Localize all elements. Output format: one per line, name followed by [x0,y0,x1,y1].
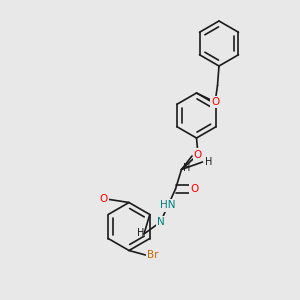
Text: O: O [100,194,108,205]
Text: H: H [183,163,190,173]
Text: H: H [137,227,144,238]
Text: Br: Br [147,250,158,260]
Text: H: H [205,157,212,167]
Text: N: N [157,217,164,227]
Text: HN: HN [160,200,176,211]
Text: O: O [190,184,199,194]
Text: O: O [211,97,219,107]
Text: O: O [194,149,202,160]
